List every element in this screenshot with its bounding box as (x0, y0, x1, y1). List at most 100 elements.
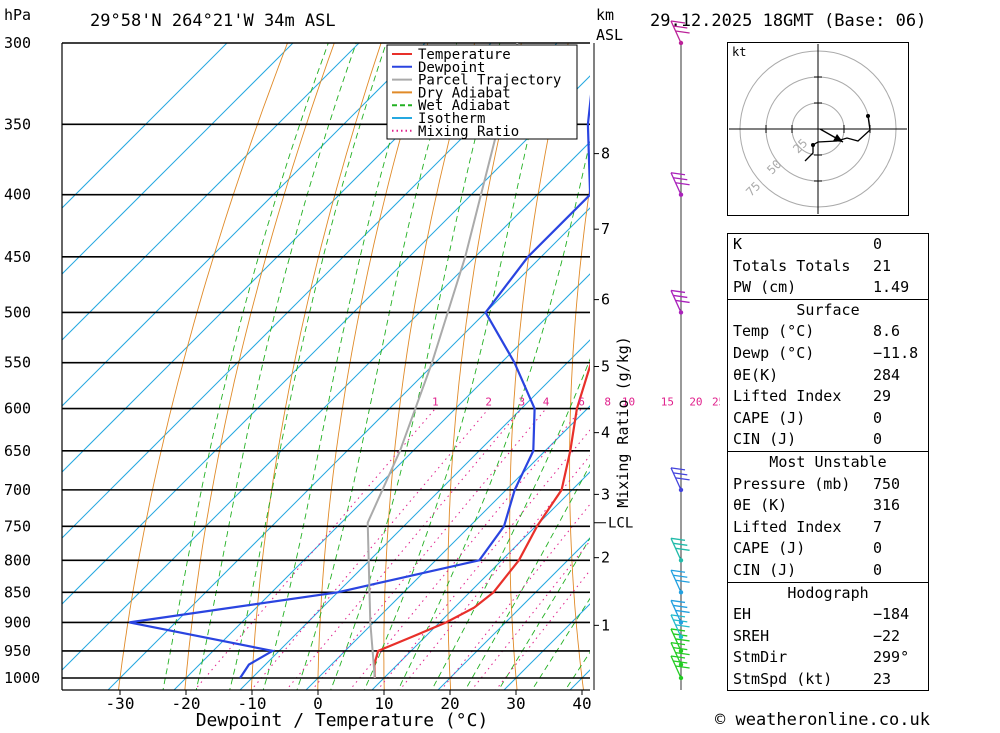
x-tick-label: -20 (172, 694, 201, 713)
mixing-ratio-label: 20 (689, 396, 702, 409)
isotherm-line (62, 75, 590, 605)
lcl-label: LCL (608, 516, 633, 532)
isotherm-line (239, 339, 590, 690)
dry-adiabat-line (684, 43, 720, 704)
isotherm-line (569, 669, 590, 690)
index-value: 1.49 (873, 278, 910, 297)
hodograph-plot: kt 25 50 75 (727, 42, 909, 216)
copyright-text: © weatheronline.co.uk (715, 710, 930, 730)
wind-barbs (670, 20, 690, 690)
hodo-value: 23 (873, 669, 892, 688)
index-label: Totals Totals (733, 256, 851, 275)
x-tick-label: 30 (506, 694, 525, 713)
mixing-ratio-label: 3 (518, 396, 525, 409)
mixing-ratio-axis-title: Mixing Ratio (g/kg) (614, 336, 632, 508)
wet-adiabat-lines (162, 43, 590, 690)
mu-label: CIN (J) (733, 560, 797, 579)
dry-adiabat-line (569, 183, 590, 690)
hodo-value: −22 (873, 626, 901, 645)
hodo-row: EH −184 (728, 604, 928, 626)
pressure-tick-label: 800 (4, 551, 31, 569)
wind-barb (670, 655, 690, 681)
mu-row: CIN (J) 0 (728, 560, 928, 582)
pressure-tick-label: 550 (4, 354, 31, 372)
profile-series (129, 43, 590, 679)
wind-barb (670, 467, 690, 493)
legend-item-label: Temperature (418, 47, 511, 63)
index-value: 21 (873, 256, 892, 275)
hodograph-unit: kt (732, 45, 746, 59)
wet-adiabat-line (564, 651, 590, 690)
mixing-ratio-label: 4 (543, 396, 550, 409)
pressure-tick-label: 700 (4, 481, 31, 499)
legend-item-label: Parcel Trajectory (418, 73, 561, 89)
surface-label: Temp (°C) (733, 322, 815, 341)
isotherm-lines (62, 43, 590, 690)
wet-adiabat-line (363, 43, 552, 690)
dry-adiabat-line (628, 43, 662, 704)
surface-row: CIN (J) 0 (728, 429, 928, 451)
mixing-ratio-line (376, 429, 590, 690)
wind-barb (670, 20, 690, 46)
wet-adiabat-line (330, 43, 501, 690)
mu-row: θE (K) 316 (728, 495, 928, 517)
pressure-tick-label: 850 (4, 583, 31, 601)
surface-value: 284 (873, 365, 901, 384)
surface-label: Lifted Index (733, 387, 842, 406)
dry-adiabat-line (447, 43, 522, 690)
isobar-lines (62, 42, 590, 679)
hodo-row: SREH −22 (728, 626, 928, 648)
mu-row: Lifted Index 7 (728, 517, 928, 539)
km-tick-label: 7 (601, 220, 610, 238)
mu-value: 316 (873, 496, 901, 515)
surface-value: 0 (873, 408, 883, 427)
mu-value: 0 (873, 560, 883, 579)
isotherm-line (371, 471, 590, 690)
dewpoint-line (129, 94, 590, 679)
wet-adiabat-line (195, 43, 357, 690)
mu-label: Pressure (mb) (733, 474, 851, 493)
surface-value: 29 (873, 387, 892, 406)
surface-label: CIN (J) (733, 430, 797, 449)
mu-value: 0 (873, 539, 883, 558)
datetime-title: 29.12.2025 18GMT (Base: 06) (650, 11, 927, 31)
surface-row: Temp (°C) 8.6 (728, 321, 928, 343)
dry-adiabat-line (184, 43, 335, 690)
mixing-ratio-line (311, 408, 547, 690)
mu-value: 7 (873, 517, 883, 536)
wind-barb (670, 599, 690, 625)
mixing-ratio-label: 10 (622, 396, 635, 409)
dry-adiabat-line (118, 43, 288, 690)
x-tick-label: 10 (374, 694, 393, 713)
pressure-tick-label: 650 (4, 442, 31, 460)
legend-item-label: Wet Adiabat (418, 98, 511, 114)
mixing-ratio-line (440, 503, 590, 690)
pressure-tick-label: 500 (4, 303, 31, 321)
parcel-trajectory-line (366, 43, 519, 679)
x-tick-label: -30 (106, 694, 135, 713)
x-tick-label: -10 (238, 694, 267, 713)
hodo-row: StmDir 299° (728, 647, 928, 669)
x-tick-label: 40 (572, 694, 591, 713)
km-label: km (596, 6, 615, 24)
hodograph-table-title: Hodograph (728, 581, 928, 605)
dry-adiabat-line (383, 43, 476, 690)
km-tick-label: 6 (601, 291, 610, 309)
hodo-value: −184 (873, 605, 910, 624)
mu-row: Pressure (mb) 750 (728, 474, 928, 496)
dry-adiabat-line (509, 43, 569, 690)
mixing-ratio-label: 1 (432, 396, 439, 409)
surface-row: θE(K) 284 (728, 365, 928, 387)
km-tick-label: 2 (601, 549, 610, 567)
x-tick-label: 0 (313, 694, 323, 713)
pressure-tick-label: 350 (4, 115, 31, 133)
pressure-tick-label: 450 (4, 248, 31, 266)
hodo-label: EH (733, 605, 752, 624)
km-tick-label: 4 (601, 424, 610, 442)
pressure-tick-label: 750 (4, 517, 31, 535)
hodo-label: SREH (733, 626, 770, 645)
wet-adiabat-line (162, 43, 329, 690)
surface-label: CAPE (J) (733, 408, 806, 427)
km-tick-label: 3 (601, 485, 610, 503)
